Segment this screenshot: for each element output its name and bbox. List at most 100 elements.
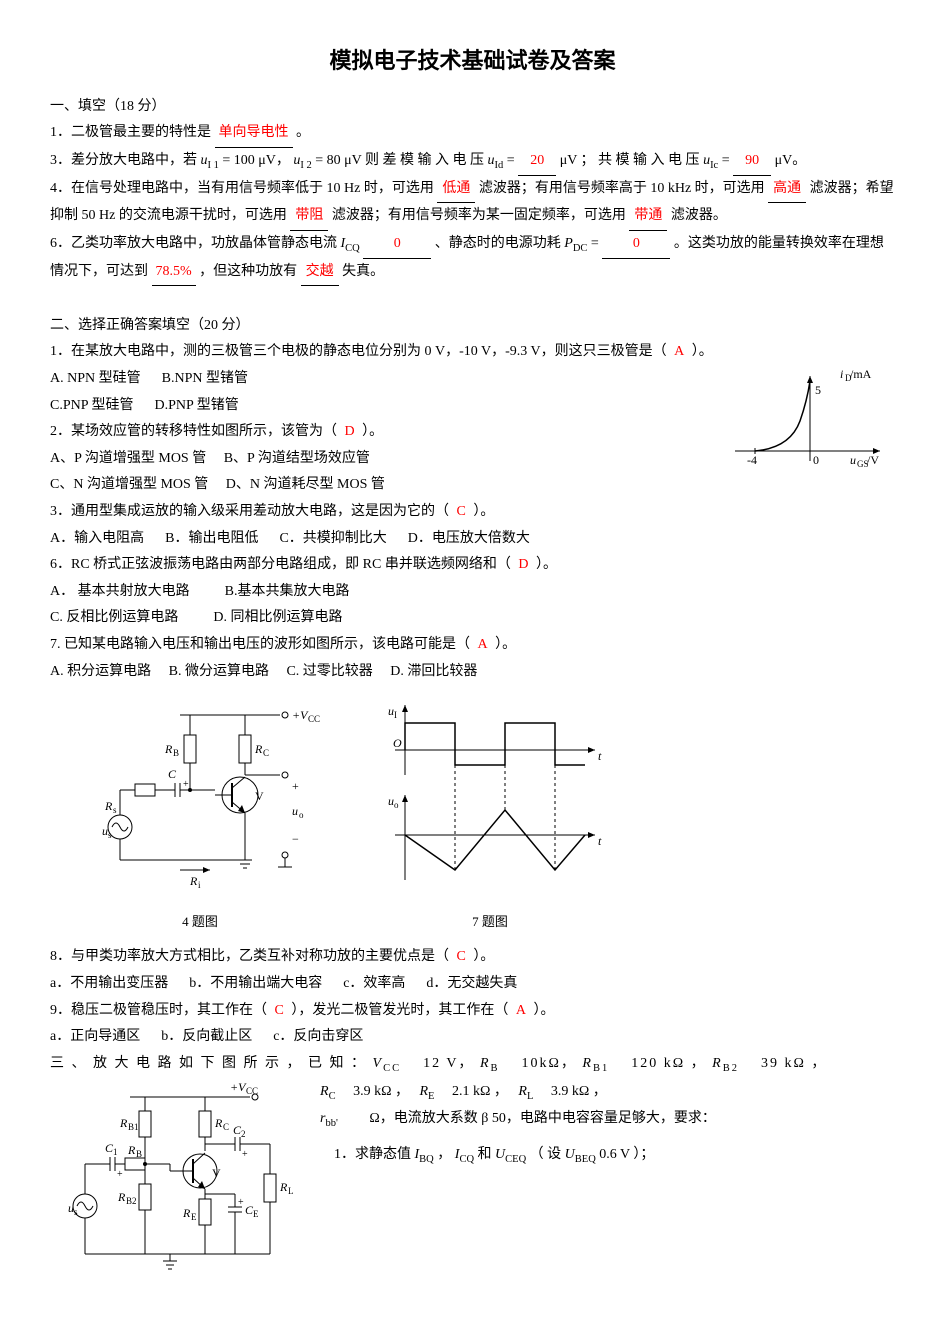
s3vccs: CC: [383, 1063, 401, 1074]
s3ubeqv: 0.6 V ）；: [599, 1147, 654, 1162]
s2q9ans: C: [271, 1003, 288, 1018]
s3ibqs: BQ: [419, 1154, 434, 1165]
s2q3post: ）。: [473, 504, 494, 519]
sec3-line3: rbb' Ω，电流放大系数 β 50，电路中电容容量足够大，要求：: [320, 1106, 895, 1134]
svg-text:s: s: [108, 830, 112, 840]
q6-ans1: 0: [363, 231, 431, 259]
q6-ans2: 0: [602, 231, 670, 259]
g2-xlab3: /V: [867, 453, 879, 467]
s3rls: L: [527, 1090, 533, 1101]
s3rbbv: Ω，电流放大系数 β 50，电路中电容容量足够大，要求：: [369, 1111, 716, 1126]
svg-text:u: u: [292, 804, 298, 818]
fig7-wrap: u I O t u o t 7 题图: [360, 695, 620, 934]
sec2-q9: 9．稳压二极管稳压时，其工作在（ C ），发光二极管发光时，其工作在（ A ）。: [50, 998, 895, 1025]
sec2-q7: 7. 已知某电路输入电压和输出电压的波形如图所示，该电路可能是（ A ）。: [50, 632, 895, 659]
q3-ui1s: I 1: [208, 160, 219, 171]
svg-text:t: t: [598, 834, 602, 848]
svg-text:R: R: [117, 1190, 126, 1204]
s3rb2s: B2: [723, 1063, 739, 1074]
svg-text:+: +: [183, 779, 189, 790]
svg-text:s: s: [74, 1207, 78, 1217]
q3-ui1: u: [201, 153, 208, 168]
q2-graph: i D /mA 5 -4 0 u GS /V: [715, 366, 895, 487]
fig4-wrap: +V CC R B R C + u o −: [80, 695, 320, 934]
s2q9opts: a．正向导通区 b．反向截止区 c．反向击穿区: [50, 1024, 895, 1051]
s3re: R: [419, 1084, 428, 1099]
s3res: E: [428, 1090, 434, 1101]
svg-text:−: −: [292, 832, 299, 846]
s3uceq: U: [495, 1147, 505, 1162]
q4-ans4: 带通: [629, 203, 667, 231]
g2-xlab: u: [850, 453, 856, 467]
s3ubeq: U: [565, 1147, 575, 1162]
q3-uic: u: [703, 153, 710, 168]
q1-pre: 1．二极管最主要的特性是: [50, 125, 211, 140]
sec2-q3: 3．通用型集成运放的输入级采用差动放大电路，这是因为它的（ C ）。: [50, 499, 895, 526]
svg-text:1: 1: [113, 1147, 118, 1157]
sec1-q3: 3．差分放大电路中，若 uI 1 = 100 μV， uI 2 = 80 μV …: [50, 148, 895, 176]
sec2-head: 二、选择正确答案填空（20 分）: [50, 313, 895, 340]
g2-ylab: i: [840, 367, 843, 381]
s2q3: 3．通用型集成运放的输入级采用差动放大电路，这是因为它的（: [50, 504, 449, 519]
doc-title: 模拟电子技术基础试卷及答案: [50, 40, 895, 82]
s2q3opts: A．输入电阻高 B．输出电阻低 C．共模抑制比大 D．电压放大倍数大: [50, 526, 895, 553]
s3rb1s: B1: [593, 1063, 609, 1074]
svg-text:i: i: [198, 880, 201, 890]
q3-eq4: =: [722, 153, 730, 168]
svg-text:C: C: [168, 767, 177, 781]
s2q8: 8．与甲类功率放大方式相比，乙类互补对称功放的主要优点是（: [50, 949, 449, 964]
s2q9: 9．稳压二极管稳压时，其工作在（: [50, 1003, 267, 1018]
wave7-svg: u I O t u o t: [360, 695, 620, 895]
g2-xmin: -4: [747, 453, 757, 467]
s3c1: ，: [437, 1147, 451, 1162]
q6-pdcs: DC: [573, 243, 588, 254]
q3-ui2s: I 2: [300, 160, 311, 171]
s3rcs: C: [329, 1090, 336, 1101]
svg-text:R: R: [189, 874, 198, 888]
svg-text:CC: CC: [246, 1086, 258, 1096]
svg-text:+V: +V: [292, 708, 309, 722]
sec3-req1: 1．求静态值 IBQ ， ICQ 和 UCEQ （ 设 UBEQ 0.6 V ）…: [320, 1142, 895, 1170]
svg-text:E: E: [253, 1209, 259, 1219]
svg-text:E: E: [191, 1212, 197, 1222]
s2q7post: ）。: [495, 637, 516, 652]
s3head: 三 、 放 大 电 路 如 下 图 所 示 ， 已 知 ：: [50, 1056, 367, 1071]
svg-text:V: V: [255, 789, 264, 803]
q3-uid: u: [488, 153, 495, 168]
s2q2: 2．某场效应管的转移特性如图所示，该管为（: [50, 424, 337, 439]
svg-text:R: R: [254, 742, 263, 756]
s2q7ans: A: [474, 637, 492, 652]
s3rb: R: [480, 1056, 491, 1071]
fig4-cap: 4 题图: [80, 910, 320, 935]
sec1-head: 一、填空（18 分）: [50, 94, 895, 121]
g2-origin: 0: [813, 453, 819, 467]
s3rbbs: bb': [325, 1118, 337, 1129]
s3ubeqs: BEQ: [575, 1154, 596, 1165]
q3-eq2: = 80 μV 则 差 模 输 入 电 压: [315, 153, 487, 168]
s2q9mid: ），发光二极管发光时，其工作在（: [291, 1003, 508, 1018]
s3uceqs: CEQ: [505, 1154, 526, 1165]
svg-text:+: +: [117, 1169, 123, 1180]
svg-text:t: t: [598, 749, 602, 763]
fig7-cap: 7 题图: [360, 910, 620, 935]
s2q9ans2: A: [512, 1003, 530, 1018]
sec1-q6: 6．乙类功率放大电路中，功放晶体管静态电流 ICQ 0 、静态时的电源功耗 PD…: [50, 231, 895, 286]
s2q7opts: A. 积分运算电路 B. 微分运算电路 C. 过零比较器 D. 滞回比较器: [50, 659, 895, 686]
svg-text:R: R: [127, 1143, 136, 1157]
svg-text:+: +: [242, 1149, 248, 1160]
q6e: 失真。: [342, 264, 384, 279]
s2q1post: ）。: [692, 344, 713, 359]
s2q6post: ）。: [536, 557, 557, 572]
q3a: 3．差分放大电路中，若: [50, 153, 197, 168]
s2q8ans: C: [453, 949, 470, 964]
q4a: 4．在信号处理电路中，当有用信号频率低于 10 Hz 时，可选用: [50, 181, 434, 196]
sec1-q4: 4．在信号处理电路中，当有用信号频率低于 10 Hz 时，可选用 低通 滤波器；…: [50, 176, 895, 231]
svg-text:+V: +V: [230, 1080, 247, 1094]
svg-text:R: R: [279, 1180, 288, 1194]
s3rbs: B: [491, 1063, 500, 1074]
sec3-block: +V CC RB1 RC C2 + RL: [50, 1079, 895, 1290]
q4d: 滤波器；有用信号频率为某一固定频率，可选用: [332, 208, 626, 223]
svg-text:2: 2: [241, 1129, 246, 1139]
s3rcv: 3.9 kΩ ，: [353, 1084, 409, 1099]
q3-ans2: 90: [733, 148, 771, 176]
